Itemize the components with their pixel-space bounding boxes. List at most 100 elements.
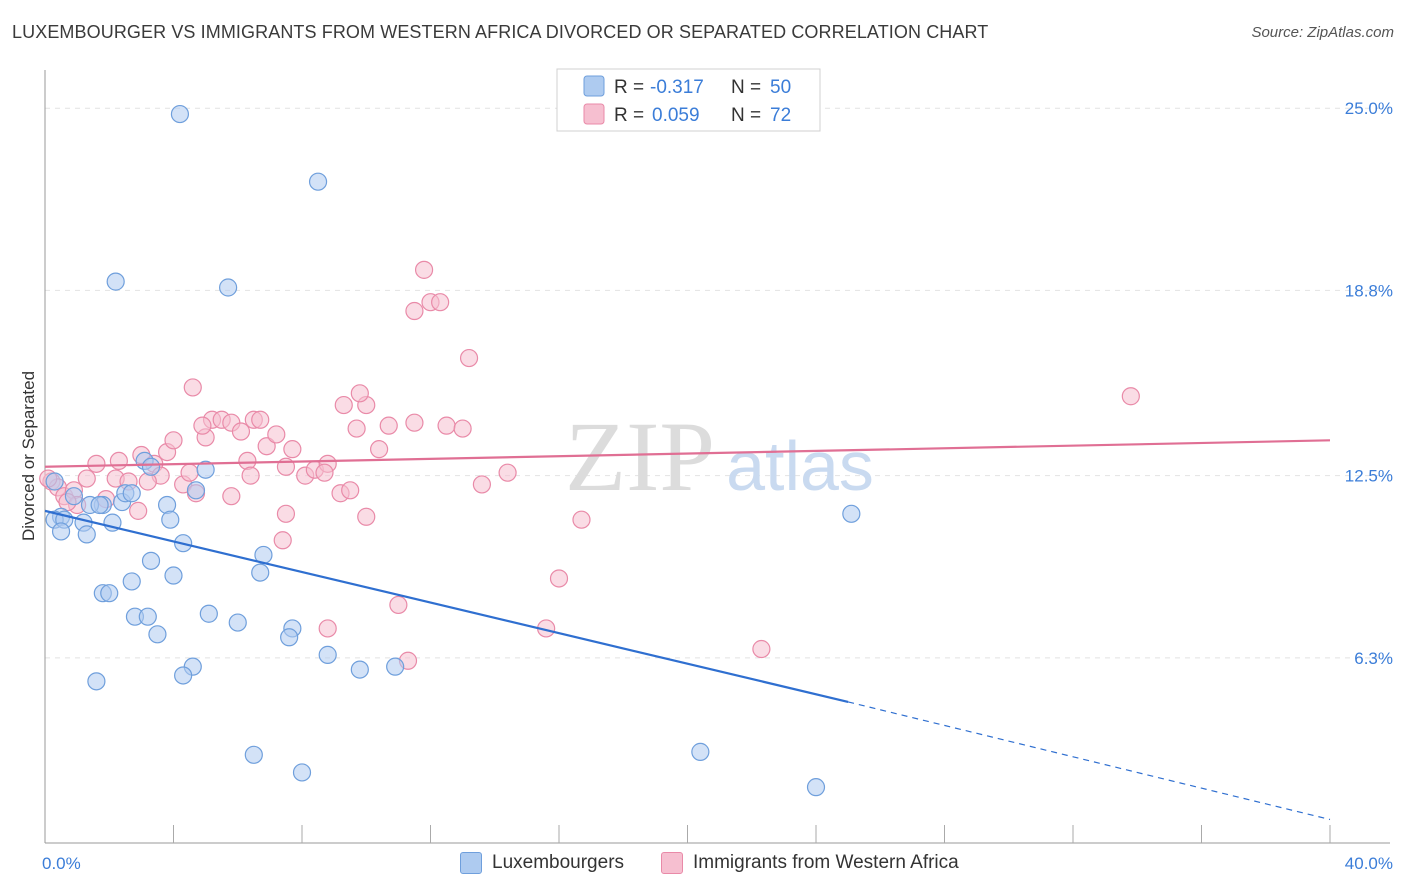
y-axis-title: Divorced or Separated bbox=[19, 371, 38, 541]
legend-n-label-pink: N = bbox=[731, 105, 761, 126]
point-western-africa bbox=[138, 472, 157, 491]
point-luxembourgers bbox=[196, 460, 215, 479]
legend-swatch-pink bbox=[583, 103, 605, 125]
point-western-africa bbox=[273, 531, 292, 550]
point-luxembourgers bbox=[138, 607, 157, 626]
y-tick-label: 6.3% bbox=[1354, 649, 1393, 668]
y-tick-labels: 6.3% 12.5% 18.8% 25.0% bbox=[1345, 99, 1393, 668]
point-western-africa bbox=[1121, 387, 1140, 406]
point-luxembourgers bbox=[51, 522, 71, 541]
point-luxembourgers bbox=[161, 510, 180, 529]
point-luxembourgers bbox=[141, 551, 161, 570]
point-luxembourgers bbox=[280, 628, 299, 647]
point-luxembourgers bbox=[308, 172, 328, 191]
point-luxembourgers bbox=[174, 666, 193, 685]
x-axis-ticks bbox=[173, 825, 1331, 843]
point-western-africa bbox=[498, 463, 517, 482]
legend-item-western-africa: Immigrants from Western Africa bbox=[661, 852, 959, 874]
point-western-africa bbox=[251, 410, 270, 429]
point-luxembourgers bbox=[244, 745, 263, 764]
point-western-africa bbox=[231, 422, 251, 441]
trend-line-western-africa bbox=[44, 439, 1331, 468]
point-western-africa bbox=[318, 619, 337, 638]
legend-swatch-blue bbox=[583, 75, 605, 97]
point-western-africa bbox=[389, 595, 408, 615]
point-luxembourgers bbox=[100, 584, 119, 603]
point-luxembourgers bbox=[157, 495, 177, 515]
point-western-africa bbox=[283, 440, 302, 459]
point-luxembourgers bbox=[77, 525, 96, 544]
point-luxembourgers bbox=[64, 487, 84, 506]
trend-line-luxembourgers-extrapolated bbox=[847, 701, 1331, 821]
point-luxembourgers bbox=[228, 613, 247, 632]
legend-n-value-blue: 50 bbox=[770, 77, 791, 98]
series-legend: Luxembourgers Immigrants from Western Af… bbox=[0, 852, 1406, 878]
y-tick-label: 18.8% bbox=[1345, 281, 1393, 300]
legend-label-western-africa: Immigrants from Western Africa bbox=[693, 852, 959, 873]
point-western-africa bbox=[267, 425, 286, 444]
series-luxembourgers-points bbox=[45, 104, 861, 797]
point-western-africa bbox=[414, 260, 434, 279]
point-western-africa bbox=[183, 378, 202, 397]
point-western-africa bbox=[459, 348, 479, 368]
x-tick-label-max: 40.0% bbox=[1345, 854, 1393, 873]
point-western-africa bbox=[238, 451, 257, 471]
point-luxembourgers bbox=[350, 660, 369, 679]
point-luxembourgers bbox=[87, 672, 106, 691]
point-western-africa bbox=[405, 413, 424, 432]
point-luxembourgers bbox=[691, 742, 710, 761]
point-luxembourgers bbox=[292, 763, 312, 782]
point-western-africa bbox=[549, 569, 569, 588]
chart-source: Source: ZipAtlas.com bbox=[1251, 24, 1394, 41]
point-western-africa bbox=[341, 481, 360, 500]
point-western-africa bbox=[129, 501, 148, 520]
legend-item-luxembourgers: Luxembourgers bbox=[460, 852, 624, 874]
point-western-africa bbox=[370, 440, 389, 459]
point-luxembourgers bbox=[45, 472, 64, 491]
point-luxembourgers bbox=[148, 625, 167, 644]
point-western-africa bbox=[405, 301, 424, 321]
point-luxembourgers bbox=[186, 481, 206, 500]
point-western-africa bbox=[276, 504, 296, 523]
x-tick-label-min: 0.0% bbox=[42, 854, 81, 873]
y-tick-label: 25.0% bbox=[1345, 99, 1393, 118]
point-luxembourgers bbox=[251, 563, 270, 582]
point-luxembourgers bbox=[90, 495, 109, 515]
point-western-africa bbox=[379, 416, 398, 435]
point-western-africa bbox=[193, 416, 212, 435]
point-western-africa bbox=[472, 475, 491, 494]
point-western-africa bbox=[357, 507, 376, 526]
point-western-africa bbox=[347, 419, 366, 438]
point-western-africa bbox=[453, 419, 472, 438]
point-luxembourgers bbox=[170, 104, 190, 124]
point-luxembourgers bbox=[318, 645, 337, 664]
legend-r-value-pink: 0.059 bbox=[652, 105, 700, 126]
point-western-africa bbox=[315, 463, 334, 482]
point-western-africa bbox=[752, 639, 771, 659]
correlation-legend: R = -0.317 N = 50 R = 0.059 N = 72 bbox=[556, 68, 821, 132]
legend-label-luxembourgers: Luxembourgers bbox=[492, 852, 625, 873]
trend-line-luxembourgers bbox=[44, 509, 849, 703]
chart-title: LUXEMBOURGER VS IMMIGRANTS FROM WESTERN … bbox=[12, 22, 989, 42]
point-luxembourgers bbox=[106, 272, 125, 291]
grid-lines bbox=[45, 107, 1390, 659]
y-tick-label: 12.5% bbox=[1345, 467, 1393, 486]
legend-swatch-western-africa bbox=[661, 852, 683, 874]
point-western-africa bbox=[87, 454, 106, 473]
point-luxembourgers bbox=[199, 604, 218, 623]
point-western-africa bbox=[180, 463, 199, 482]
point-western-africa bbox=[437, 416, 456, 435]
point-western-africa bbox=[257, 437, 276, 456]
watermark-atlas: atlas bbox=[726, 427, 874, 505]
legend-r-value-blue: -0.317 bbox=[650, 77, 704, 98]
point-western-africa bbox=[572, 510, 591, 529]
legend-r-label-pink: R = bbox=[614, 105, 644, 126]
point-western-africa bbox=[334, 395, 353, 415]
point-western-africa bbox=[350, 384, 369, 403]
point-luxembourgers bbox=[842, 504, 861, 523]
legend-n-label-blue: N = bbox=[731, 77, 761, 98]
point-western-africa bbox=[222, 487, 241, 506]
point-western-africa bbox=[77, 469, 96, 488]
point-luxembourgers bbox=[122, 572, 141, 591]
